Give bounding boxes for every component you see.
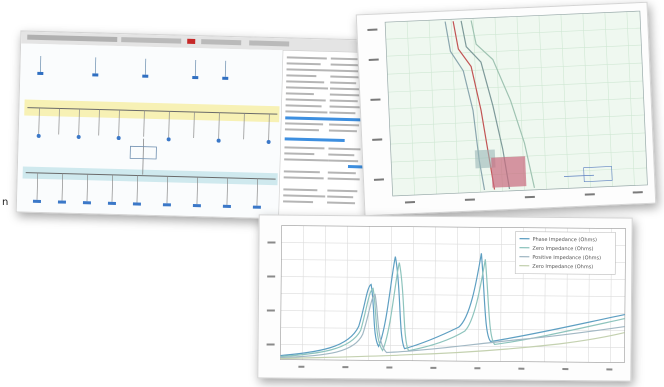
property-selected-row[interactable] xyxy=(284,137,345,142)
harmonic-plot-window[interactable]: Phase Impedance (Ohms) Zero Impedance (O… xyxy=(257,214,633,382)
upper-bus-drops xyxy=(38,107,270,140)
legend-entry: Phase Impedance (Ohms) xyxy=(532,237,597,244)
upper-loads[interactable] xyxy=(36,133,271,144)
property-selected-row[interactable] xyxy=(285,116,366,122)
tcc-plot-window[interactable] xyxy=(355,1,657,217)
legend-entry: Zero Impedance (Ohms) xyxy=(532,264,593,271)
harmonic-x-tick-marks xyxy=(298,365,613,371)
tcc-band xyxy=(474,149,496,169)
tcc-damage-curve xyxy=(491,156,527,188)
diagram-canvas[interactable] xyxy=(16,43,284,219)
property-selected-row[interactable] xyxy=(347,165,365,169)
tcc-grid xyxy=(385,11,647,196)
top-symbols[interactable] xyxy=(37,71,229,80)
toolbar-icons[interactable] xyxy=(27,34,290,47)
lower-bus xyxy=(25,172,276,180)
partial-text-fragment: n xyxy=(2,197,9,208)
property-rows xyxy=(283,56,365,205)
lower-loads[interactable] xyxy=(32,199,261,209)
tcc-x-tick-marks xyxy=(404,191,643,204)
tcc-legend-box xyxy=(583,166,613,182)
harmonic-curves xyxy=(280,253,625,360)
harmonic-y-tick-marks xyxy=(266,241,276,346)
legend-entry: Positive Impedance (Ohms) xyxy=(532,255,601,262)
lower-bus-drops xyxy=(36,172,258,206)
one-line-diagram-window[interactable] xyxy=(15,30,373,222)
tie-line xyxy=(142,138,145,175)
transformer-box[interactable] xyxy=(129,145,157,160)
upper-bus xyxy=(27,107,278,115)
legend-entry: Zero Impedance (Ohms) xyxy=(532,246,593,253)
tcc-marker xyxy=(563,174,594,177)
harmonic-grid xyxy=(280,225,626,363)
top-feeders xyxy=(39,55,227,77)
tcc-y-tick-marks xyxy=(367,28,384,181)
harmonic-legend: Phase Impedance (Ohms) Zero Impedance (O… xyxy=(514,231,616,275)
